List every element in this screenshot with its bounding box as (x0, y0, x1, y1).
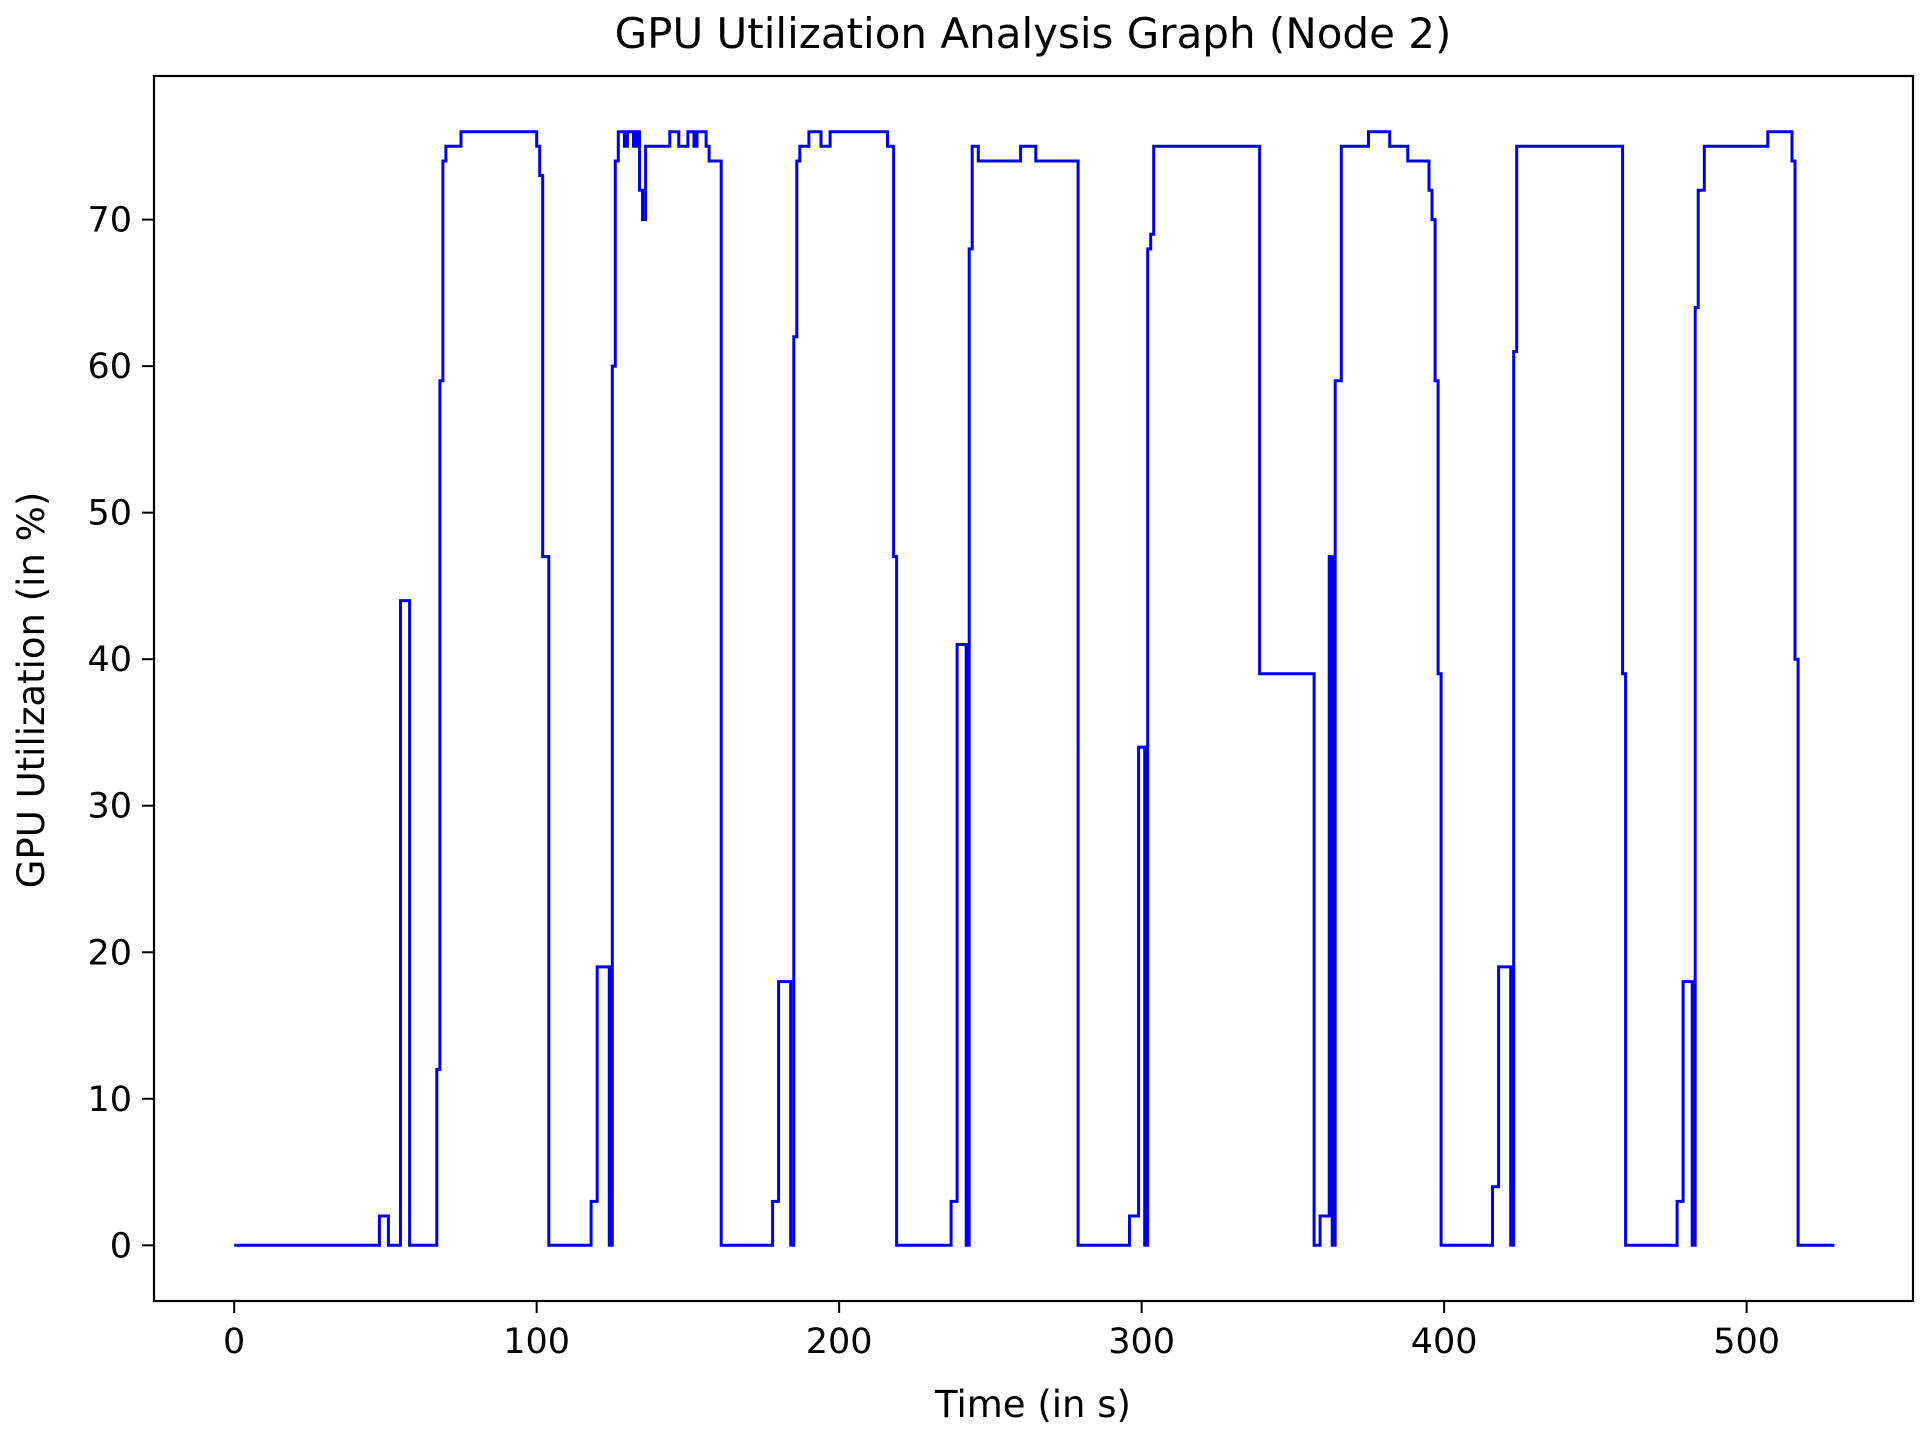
series-line-0 (234, 130, 1835, 1247)
x-tick-label: 500 (1713, 1322, 1780, 1362)
y-tick-label: 60 (87, 347, 132, 387)
chart-title: GPU Utilization Analysis Graph (Node 2) (615, 9, 1452, 58)
y-tick-label: 50 (87, 494, 132, 534)
x-axis-label: Time (in s) (934, 1383, 1131, 1426)
y-tick-label: 20 (87, 933, 132, 973)
y-tick-label: 40 (87, 640, 132, 680)
y-tick-label: 30 (87, 787, 132, 827)
y-tick-label: 70 (87, 201, 132, 241)
plot-area (234, 130, 1835, 1247)
x-tick-label: 300 (1108, 1322, 1175, 1362)
x-tick-label: 200 (806, 1322, 873, 1362)
x-tick-label: 400 (1411, 1322, 1478, 1362)
x-tick-label: 0 (223, 1322, 245, 1362)
x-tick-label: 100 (503, 1322, 570, 1362)
plot-frame (152, 74, 1915, 1303)
axis-ticks: 0 100 200 300 400 500 0 10 20 30 40 50 60 70 (87, 201, 1780, 1362)
y-tick-label: 10 (87, 1080, 132, 1120)
y-axis-label: GPU Utilization (in %) (10, 492, 53, 889)
y-tick-label: 0 (110, 1226, 132, 1266)
